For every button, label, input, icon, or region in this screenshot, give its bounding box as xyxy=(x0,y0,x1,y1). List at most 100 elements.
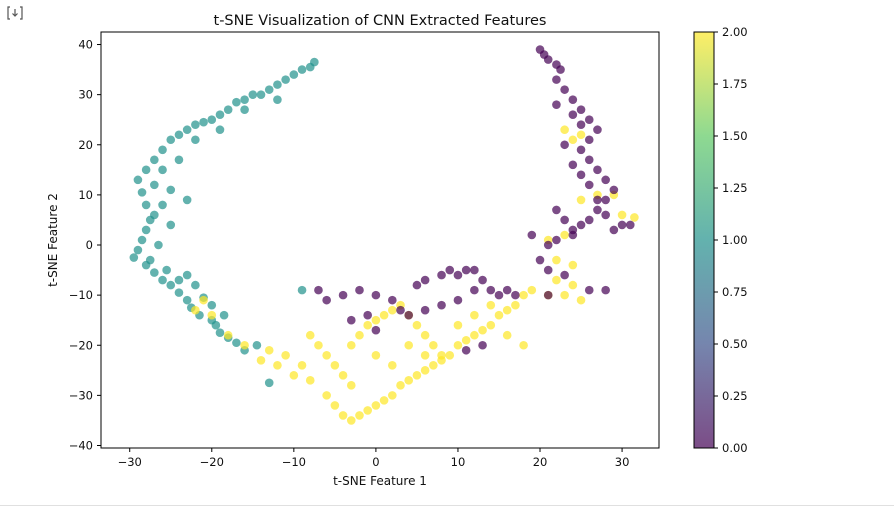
data-point xyxy=(388,295,397,305)
data-point xyxy=(388,305,397,315)
data-point xyxy=(560,230,569,240)
data-point xyxy=(617,210,627,220)
x-tick-label: 20 xyxy=(533,455,548,469)
y-tick-label: −30 xyxy=(69,388,93,402)
data-point xyxy=(560,125,569,135)
data-point xyxy=(371,315,381,325)
data-point xyxy=(576,295,586,305)
data-point xyxy=(420,350,430,360)
data-point xyxy=(158,275,167,285)
y-tick-label: 0 xyxy=(86,238,93,252)
data-point xyxy=(314,340,323,350)
colorbar-tick-label: 0.00 xyxy=(722,441,748,455)
chart-title: t-SNE Visualization of CNN Extracted Fea… xyxy=(214,13,547,29)
data-point xyxy=(219,310,229,320)
data-point xyxy=(412,371,422,380)
data-point xyxy=(453,270,463,280)
data-point xyxy=(297,65,307,74)
data-point xyxy=(560,85,569,94)
y-tick-label: −10 xyxy=(69,288,93,302)
data-point xyxy=(215,125,225,135)
data-point xyxy=(330,361,340,370)
data-point xyxy=(264,85,274,94)
data-point xyxy=(617,220,627,230)
x-axis: −30 −20 −10 0 10 20 30 xyxy=(118,448,629,469)
data-point xyxy=(420,330,430,340)
data-point xyxy=(355,411,364,420)
data-point xyxy=(305,330,315,340)
scatter-points xyxy=(129,45,639,425)
plot-frame xyxy=(100,31,660,449)
colorbar-tick-label: 1.25 xyxy=(722,181,748,195)
data-point xyxy=(543,290,553,300)
data-point xyxy=(207,300,217,310)
data-point xyxy=(478,325,487,335)
data-point xyxy=(593,205,602,215)
data-point xyxy=(429,340,438,350)
data-point xyxy=(133,175,143,185)
data-point xyxy=(322,391,331,400)
data-point xyxy=(461,335,471,345)
data-point xyxy=(166,135,176,145)
data-point xyxy=(150,155,159,165)
data-point xyxy=(256,90,266,99)
data-point xyxy=(264,345,274,355)
data-point xyxy=(191,280,200,290)
y-axis: −40 −30 −20 −10 0 10 20 30 40 xyxy=(69,38,101,452)
data-point xyxy=(543,240,553,250)
colorbar-tick-label: 0.50 xyxy=(722,337,748,351)
data-point xyxy=(593,125,602,135)
data-point xyxy=(154,240,163,250)
data-point xyxy=(404,340,414,350)
data-point xyxy=(584,215,594,225)
output-toggle-icon[interactable] xyxy=(6,4,24,22)
data-point xyxy=(240,340,249,350)
data-point xyxy=(240,95,249,104)
data-point xyxy=(552,275,561,285)
data-point xyxy=(289,371,299,380)
data-point xyxy=(478,340,487,350)
data-point xyxy=(576,195,586,205)
colorbar-axis: 0.00 0.25 0.50 0.75 1.00 1.25 1.50 1.75 2.00 xyxy=(714,25,748,455)
data-point xyxy=(461,265,471,275)
data-point xyxy=(199,117,208,127)
data-point xyxy=(141,165,151,175)
data-point xyxy=(396,305,405,315)
data-point xyxy=(273,361,282,370)
data-point xyxy=(346,315,356,325)
data-point xyxy=(232,338,241,348)
data-point xyxy=(486,320,496,330)
data-point xyxy=(191,120,200,130)
data-point xyxy=(404,310,414,320)
data-point xyxy=(158,165,167,175)
data-point xyxy=(379,310,389,320)
data-point xyxy=(511,300,520,310)
data-point xyxy=(470,310,479,320)
data-point xyxy=(371,401,381,410)
x-tick-label: −30 xyxy=(118,455,142,469)
data-point xyxy=(552,75,561,84)
data-point xyxy=(437,350,446,360)
x-axis-label: t-SNE Feature 1 xyxy=(333,474,427,488)
data-point xyxy=(560,215,569,225)
data-point xyxy=(137,235,147,245)
data-point xyxy=(137,188,147,197)
y-tick-label: −40 xyxy=(69,438,93,452)
data-point xyxy=(412,320,422,330)
data-point xyxy=(191,135,200,145)
data-point xyxy=(371,350,381,360)
data-point xyxy=(363,320,372,330)
data-point xyxy=(346,381,356,390)
data-point xyxy=(552,255,561,265)
data-point xyxy=(322,350,331,360)
data-point xyxy=(346,416,356,425)
data-point xyxy=(568,95,578,104)
data-point xyxy=(470,265,479,275)
data-point xyxy=(166,280,176,290)
data-point xyxy=(568,135,578,145)
data-point xyxy=(584,285,594,295)
data-point xyxy=(379,396,389,405)
data-point xyxy=(519,290,528,300)
colorbar-tick-label: 1.50 xyxy=(722,129,748,143)
